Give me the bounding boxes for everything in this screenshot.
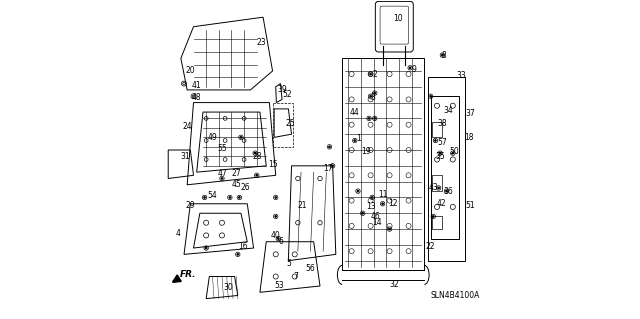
- Circle shape: [229, 197, 230, 198]
- Text: 10: 10: [393, 14, 403, 23]
- Circle shape: [370, 96, 371, 97]
- Circle shape: [275, 197, 276, 198]
- Text: 30: 30: [223, 283, 234, 292]
- Text: 26: 26: [241, 183, 251, 192]
- Text: 33: 33: [456, 71, 466, 80]
- Text: 49: 49: [208, 133, 218, 142]
- Circle shape: [255, 152, 256, 154]
- Text: 39: 39: [277, 85, 287, 94]
- Text: 41: 41: [192, 81, 202, 90]
- Text: 9: 9: [412, 65, 417, 74]
- Text: 51: 51: [465, 201, 475, 210]
- Circle shape: [374, 93, 375, 94]
- Text: 14: 14: [372, 218, 382, 227]
- Text: 44: 44: [350, 108, 360, 116]
- Circle shape: [374, 118, 375, 119]
- Text: 11: 11: [378, 190, 388, 199]
- Circle shape: [275, 216, 276, 217]
- Circle shape: [446, 190, 447, 192]
- Text: 48: 48: [192, 93, 202, 102]
- Text: 8: 8: [442, 51, 447, 60]
- Circle shape: [435, 140, 436, 141]
- Text: 22: 22: [426, 242, 435, 251]
- Circle shape: [357, 190, 358, 192]
- Text: 38: 38: [437, 119, 447, 128]
- Text: 19: 19: [361, 147, 371, 156]
- Text: 3: 3: [371, 93, 376, 102]
- Circle shape: [239, 197, 240, 198]
- Text: 25: 25: [285, 119, 295, 128]
- Text: 31: 31: [181, 152, 191, 161]
- Bar: [432, 122, 442, 137]
- Text: 54: 54: [208, 191, 218, 200]
- Text: 12: 12: [388, 199, 397, 208]
- Circle shape: [205, 248, 207, 249]
- Text: 5: 5: [287, 259, 292, 268]
- Circle shape: [382, 203, 383, 204]
- Text: 57: 57: [437, 137, 447, 147]
- Text: 23: 23: [257, 38, 266, 47]
- Text: 35: 35: [435, 152, 445, 161]
- Text: 43: 43: [429, 183, 439, 192]
- Circle shape: [369, 118, 370, 119]
- Text: 28: 28: [252, 152, 262, 161]
- Circle shape: [430, 96, 431, 97]
- Circle shape: [278, 238, 279, 239]
- Text: 55: 55: [217, 144, 227, 153]
- Circle shape: [204, 197, 205, 198]
- Text: 53: 53: [274, 281, 284, 291]
- Text: 24: 24: [182, 122, 192, 131]
- Text: 6: 6: [279, 237, 284, 246]
- Text: 37: 37: [465, 109, 476, 118]
- Circle shape: [354, 140, 355, 141]
- Text: 42: 42: [437, 199, 447, 208]
- Circle shape: [440, 152, 441, 154]
- Circle shape: [452, 152, 454, 154]
- Text: 4: 4: [176, 229, 181, 238]
- Bar: [432, 216, 442, 229]
- Text: 1: 1: [356, 134, 361, 144]
- Text: 46: 46: [371, 212, 380, 221]
- Circle shape: [410, 67, 411, 69]
- Circle shape: [237, 254, 239, 255]
- Text: 45: 45: [232, 180, 241, 189]
- Text: 13: 13: [366, 203, 376, 211]
- Text: FR.: FR.: [180, 271, 196, 279]
- Circle shape: [372, 197, 373, 198]
- Text: 2: 2: [372, 70, 377, 78]
- Bar: [432, 175, 442, 191]
- Text: 7: 7: [293, 272, 298, 281]
- Text: 52: 52: [282, 90, 292, 99]
- Circle shape: [438, 187, 439, 189]
- Circle shape: [256, 175, 257, 176]
- Text: 15: 15: [268, 160, 278, 169]
- Text: 47: 47: [217, 169, 227, 178]
- Circle shape: [240, 137, 241, 138]
- Text: 40: 40: [271, 231, 281, 240]
- Text: 32: 32: [390, 280, 399, 289]
- Circle shape: [389, 228, 390, 230]
- Text: SLN4B4100A: SLN4B4100A: [431, 291, 480, 300]
- Text: 36: 36: [444, 187, 453, 196]
- Circle shape: [329, 146, 330, 147]
- Circle shape: [370, 73, 371, 75]
- Circle shape: [442, 55, 443, 56]
- Text: 56: 56: [306, 264, 316, 273]
- Circle shape: [362, 213, 364, 214]
- Text: 34: 34: [444, 106, 453, 115]
- Text: 18: 18: [464, 133, 474, 142]
- Text: 20: 20: [186, 66, 195, 76]
- Text: 29: 29: [186, 201, 195, 210]
- Text: 21: 21: [298, 201, 307, 210]
- Text: 16: 16: [238, 242, 248, 251]
- Circle shape: [433, 216, 434, 217]
- Text: 17: 17: [323, 165, 333, 174]
- Circle shape: [332, 165, 333, 167]
- Circle shape: [221, 178, 223, 179]
- Text: 27: 27: [232, 169, 241, 178]
- Text: 50: 50: [450, 147, 460, 156]
- Bar: [273, 103, 293, 147]
